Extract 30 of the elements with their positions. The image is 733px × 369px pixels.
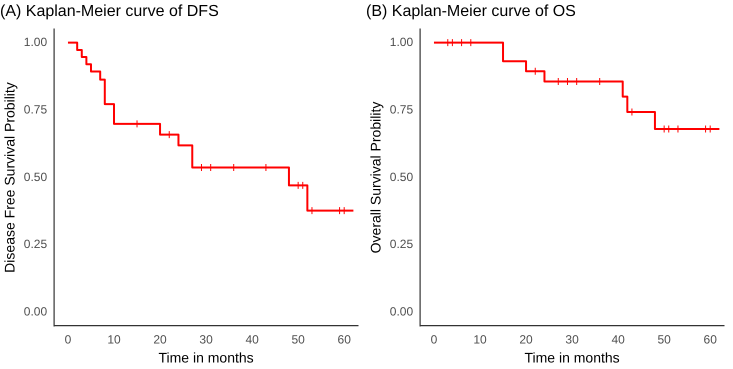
y-tick-label: 0.50 xyxy=(390,170,414,184)
y-axis-title: Disease Free Survival Probility xyxy=(1,82,18,273)
x-tick-label: 40 xyxy=(611,332,626,346)
x-tick-label: 40 xyxy=(245,332,260,346)
y-axis-title: Overall Survival Probility xyxy=(367,102,384,254)
y-tick-label: 0.00 xyxy=(390,304,414,319)
chart-title: (B) Kaplan-Meier curve of OS xyxy=(366,3,576,20)
x-tick-label: 10 xyxy=(473,332,487,346)
x-tick-label: 60 xyxy=(704,332,718,346)
y-tick-label: 0.75 xyxy=(390,102,414,116)
y-tick-label: 1.00 xyxy=(24,34,48,49)
x-tick-label: 0 xyxy=(64,332,72,346)
x-tick-label: 50 xyxy=(291,332,306,346)
y-tick-label: 0.75 xyxy=(24,102,48,116)
x-tick-label: 60 xyxy=(338,332,352,346)
x-tick-label: 0 xyxy=(430,332,438,346)
x-tick-label: 20 xyxy=(519,332,534,346)
x-axis-title: Time in months xyxy=(158,349,254,366)
x-tick-label: 30 xyxy=(199,332,214,346)
y-tick-label: 0.50 xyxy=(24,170,48,184)
y-tick-label: 0.25 xyxy=(390,237,414,252)
x-tick-label: 50 xyxy=(657,332,672,346)
x-tick-label: 20 xyxy=(153,332,168,346)
y-tick-label: 0.25 xyxy=(24,237,48,252)
x-tick-label: 10 xyxy=(107,332,121,346)
y-tick-label: 1.00 xyxy=(390,34,414,49)
x-axis-title: Time in months xyxy=(524,349,620,366)
y-tick-label: 0.00 xyxy=(24,304,48,319)
chart-title: (A) Kaplan-Meier curve of DFS xyxy=(0,3,219,20)
x-tick-label: 30 xyxy=(565,332,580,346)
